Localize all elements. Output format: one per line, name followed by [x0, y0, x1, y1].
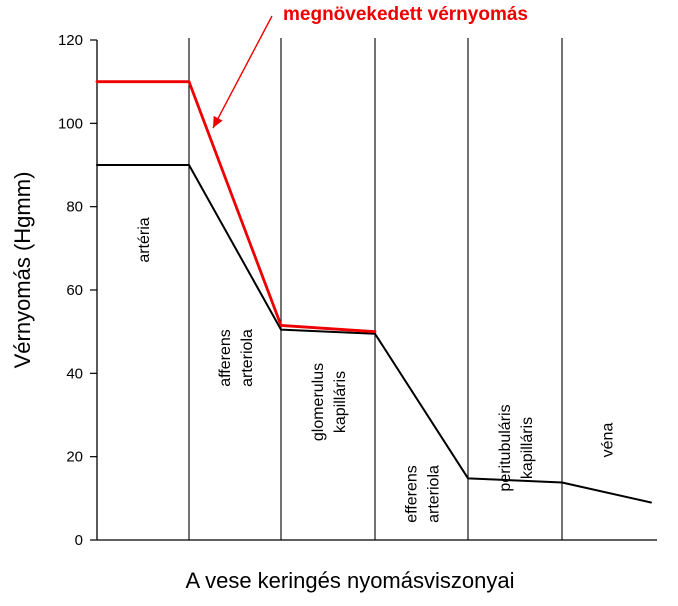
segment-dividers [188, 38, 563, 540]
annotation: megnövekedett vérnyomás [212, 4, 528, 129]
series-point [279, 324, 283, 327]
series-point [95, 80, 99, 84]
y-tick-label: 0 [75, 532, 83, 549]
segment-label: artéria [136, 217, 153, 262]
series-point [188, 164, 190, 166]
x-axis-label: A vese keringés nyomásviszonyai [186, 568, 515, 593]
series-point [187, 80, 191, 84]
series-point [96, 164, 98, 166]
y-axis-label: Vérnyomás (Hgmm) [10, 172, 35, 369]
y-tick-label: 40 [66, 365, 83, 382]
annotation-arrow [212, 15, 273, 129]
y-tick-label: 120 [58, 32, 83, 49]
segment-label: peritubuláris kapilláris [497, 404, 536, 491]
annotation-text: megnövekedett vérnyomás [283, 4, 528, 25]
series-point [374, 332, 376, 335]
axes [96, 40, 657, 541]
segment-labels: artéria afferens arteriola glomerulus kapill… [136, 217, 617, 523]
segment-label: véna [600, 423, 617, 458]
segment-label: efferens arteriola [404, 465, 443, 523]
y-tick-label: 60 [66, 282, 83, 299]
series-point [373, 330, 377, 334]
y-tick-label: 80 [66, 199, 83, 216]
series-line-increased-pressure [97, 80, 376, 334]
y-tick-label: 100 [58, 115, 83, 132]
series-lines [95, 80, 652, 504]
y-ticks: 0 20 40 60 80 100 120 [58, 32, 97, 549]
series-point [561, 481, 563, 484]
segment-label: glomerulus kapilláris [310, 363, 349, 441]
series-point [280, 328, 282, 331]
series-point [467, 477, 469, 480]
annotation-arrowhead [213, 115, 223, 128]
segment-label: afferens arteriola [217, 329, 256, 387]
series-point [650, 501, 652, 504]
y-tick-label: 20 [66, 449, 83, 466]
